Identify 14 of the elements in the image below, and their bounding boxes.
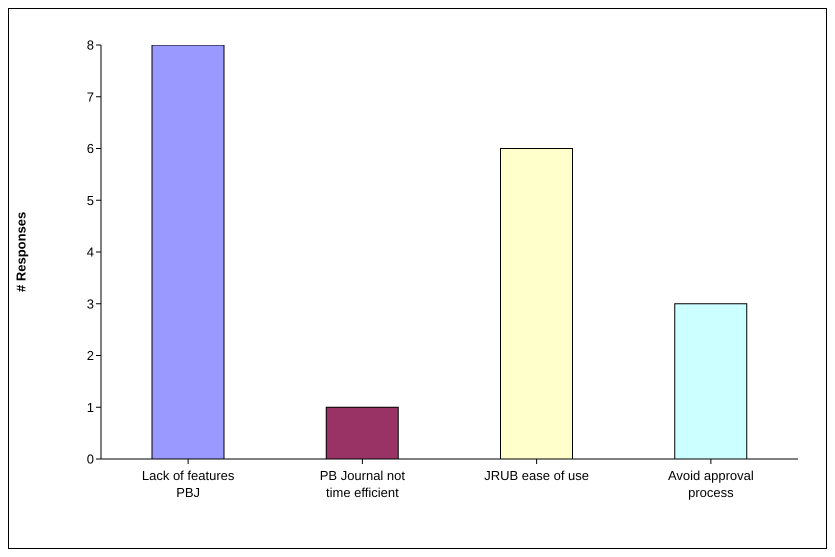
y-tick-label: 0: [86, 452, 94, 467]
y-axis-title: # Responses: [14, 212, 29, 292]
y-tick-label: 2: [86, 348, 94, 364]
y-tick-label: 3: [86, 296, 94, 312]
x-tick-label: Lack of features PBJ: [142, 468, 235, 500]
y-tick-label: 5: [86, 192, 94, 208]
y-tick-label: 8: [86, 38, 94, 53]
x-tick-label: JRUB ease of use: [484, 468, 590, 483]
y-tick-label: 7: [86, 89, 94, 104]
y-tick-label: 1: [86, 400, 94, 415]
x-tick-label: Avoid approval process: [668, 468, 754, 500]
y-tick-label: 4: [86, 244, 94, 260]
x-tick-label: PB Journal not time efficient: [320, 468, 406, 500]
y-tick-label: 6: [86, 141, 94, 156]
